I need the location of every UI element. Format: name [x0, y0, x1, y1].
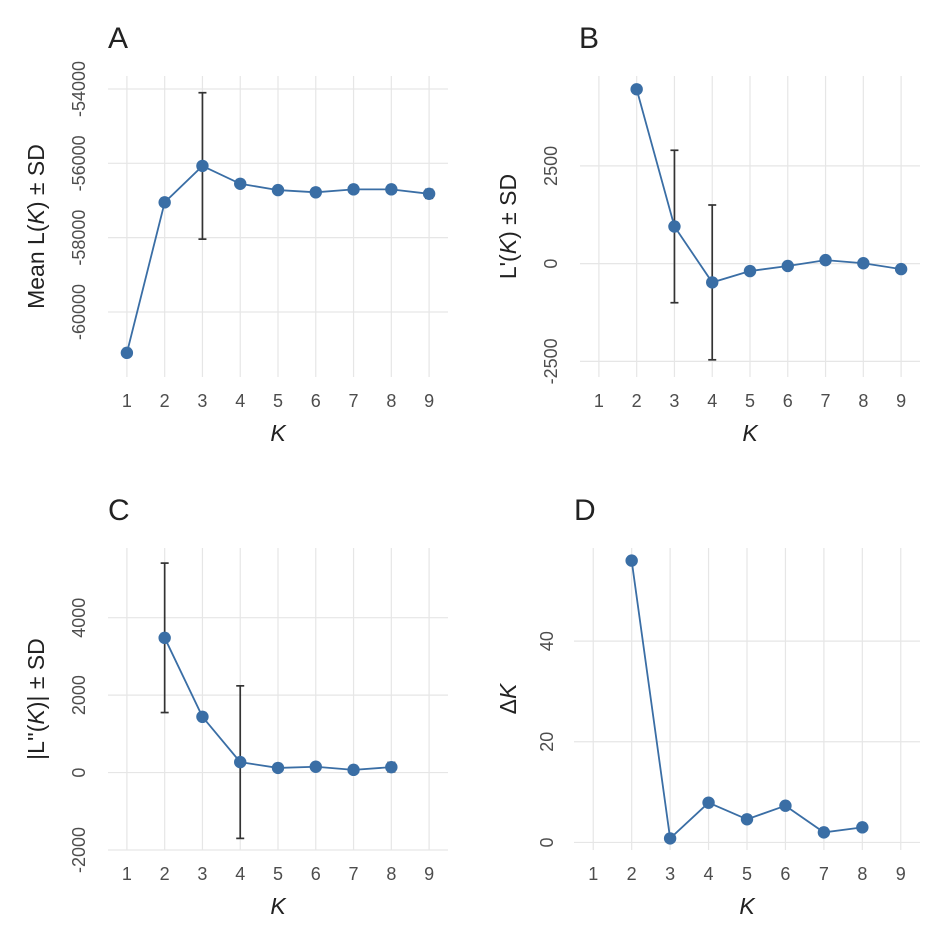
y-tick-label: 0 [541, 259, 561, 269]
data-point [743, 264, 757, 278]
y-tick-label: -56000 [69, 135, 89, 191]
x-tick-label: 3 [197, 391, 207, 411]
x-tick-label: 2 [632, 391, 642, 411]
series-line [635, 89, 902, 284]
x-tick-label: 3 [665, 864, 675, 884]
data-point [856, 821, 869, 834]
data-point [706, 276, 719, 289]
x-tick-label: 6 [311, 391, 321, 411]
x-tick-label: 3 [669, 391, 679, 411]
x-axis-title: K [270, 893, 287, 919]
y-axis-title: Mean L(K) ± SD [23, 144, 49, 309]
x-tick-label: 7 [819, 864, 829, 884]
data-point [668, 220, 681, 233]
data-point [158, 196, 171, 209]
x-axis-title: K [742, 420, 759, 446]
x-tick-label: 8 [386, 864, 396, 884]
panel-c: 1 2 3 4 5 6 7 8 9 -2000 0 2000 4000 K |L''(K)| ± SD [23, 548, 448, 919]
y-tick-label: -58000 [69, 210, 89, 266]
x-tick-label: 6 [783, 391, 793, 411]
data-point [347, 183, 360, 196]
panel-b-letter: B [579, 22, 599, 55]
panel-d-letter: D [574, 494, 596, 527]
x-tick-label: 5 [273, 864, 283, 884]
y-tick-label: -54000 [69, 61, 89, 117]
x-tick-label: 1 [122, 391, 132, 411]
data-point [422, 187, 436, 200]
x-axis-title: K [739, 893, 756, 919]
x-tick-label: 5 [273, 391, 283, 411]
data-point [309, 760, 322, 773]
data-point [663, 832, 677, 845]
data-point [347, 763, 360, 777]
x-tick-label: 8 [857, 864, 867, 884]
y-tick-label: 4000 [69, 598, 89, 638]
y-tick-label: 0 [537, 837, 557, 847]
panel-b: 1 2 3 4 5 6 7 8 9 -2500 0 2500 K L'(K) ± SD [495, 76, 920, 446]
data-point [196, 159, 209, 173]
data-point [271, 183, 285, 197]
y-axis-title: ΔK [495, 682, 521, 714]
panel-a-letter: A [108, 22, 128, 55]
y-tick-label: 2500 [541, 146, 561, 186]
data-point [625, 554, 638, 567]
x-tick-label: 5 [742, 864, 752, 884]
y-tick-label: 20 [537, 732, 557, 752]
x-axis-title: K [270, 420, 287, 446]
x-tick-label: 9 [424, 391, 434, 411]
y-tick-label: 0 [69, 768, 89, 778]
x-tick-label: 2 [160, 391, 170, 411]
data-point [779, 799, 792, 812]
data-point [271, 761, 285, 775]
data-point [158, 631, 171, 645]
panel-d: 1 2 3 4 5 6 7 8 9 0 20 40 K ΔK [495, 548, 920, 919]
x-tick-label: 9 [896, 864, 906, 884]
x-tick-label: 9 [896, 391, 906, 411]
x-tick-label: 6 [780, 864, 790, 884]
x-tick-label: 7 [821, 391, 831, 411]
data-point [817, 826, 831, 839]
x-tick-label: 2 [160, 864, 170, 884]
x-tick-label: 8 [386, 391, 396, 411]
x-tick-label: 4 [235, 864, 245, 884]
data-point [234, 177, 247, 190]
data-point [702, 796, 715, 809]
data-point [630, 83, 643, 96]
data-point [385, 183, 398, 196]
data-point [819, 253, 832, 267]
x-tick-label: 7 [349, 864, 359, 884]
y-tick-label: -2000 [69, 827, 89, 873]
x-tick-label: 1 [594, 391, 604, 411]
data-point [740, 813, 754, 826]
panel-a: 1 2 3 4 5 6 7 8 9 -60000 -58000 -56000 -54000 K Mean L… [23, 61, 448, 446]
data-point [857, 257, 870, 270]
data-point [894, 262, 908, 276]
x-tick-label: 9 [424, 864, 434, 884]
x-tick-label: 1 [122, 864, 132, 884]
y-tick-label: 2000 [69, 675, 89, 715]
data-point [781, 259, 794, 273]
y-tick-label: -60000 [69, 284, 89, 340]
x-tick-label: 6 [311, 864, 321, 884]
x-tick-label: 4 [704, 864, 714, 884]
x-tick-label: 4 [707, 391, 717, 411]
y-axis-title: L'(K) ± SD [495, 174, 521, 279]
y-tick-label: 40 [537, 631, 557, 651]
y-tick-label: -2500 [541, 338, 561, 384]
x-tick-label: 4 [235, 391, 245, 411]
panel-c-letter: C [108, 494, 130, 527]
data-point [120, 346, 134, 360]
data-point [309, 186, 322, 199]
x-tick-label: 8 [858, 391, 868, 411]
x-tick-label: 3 [197, 864, 207, 884]
data-point [234, 755, 247, 769]
x-tick-label: 5 [745, 391, 755, 411]
data-point [196, 710, 209, 724]
x-tick-label: 1 [588, 864, 598, 884]
y-axis-title: |L''(K)| ± SD [23, 638, 49, 760]
x-tick-label: 2 [627, 864, 637, 884]
data-point [385, 760, 398, 774]
x-tick-label: 7 [349, 391, 359, 411]
